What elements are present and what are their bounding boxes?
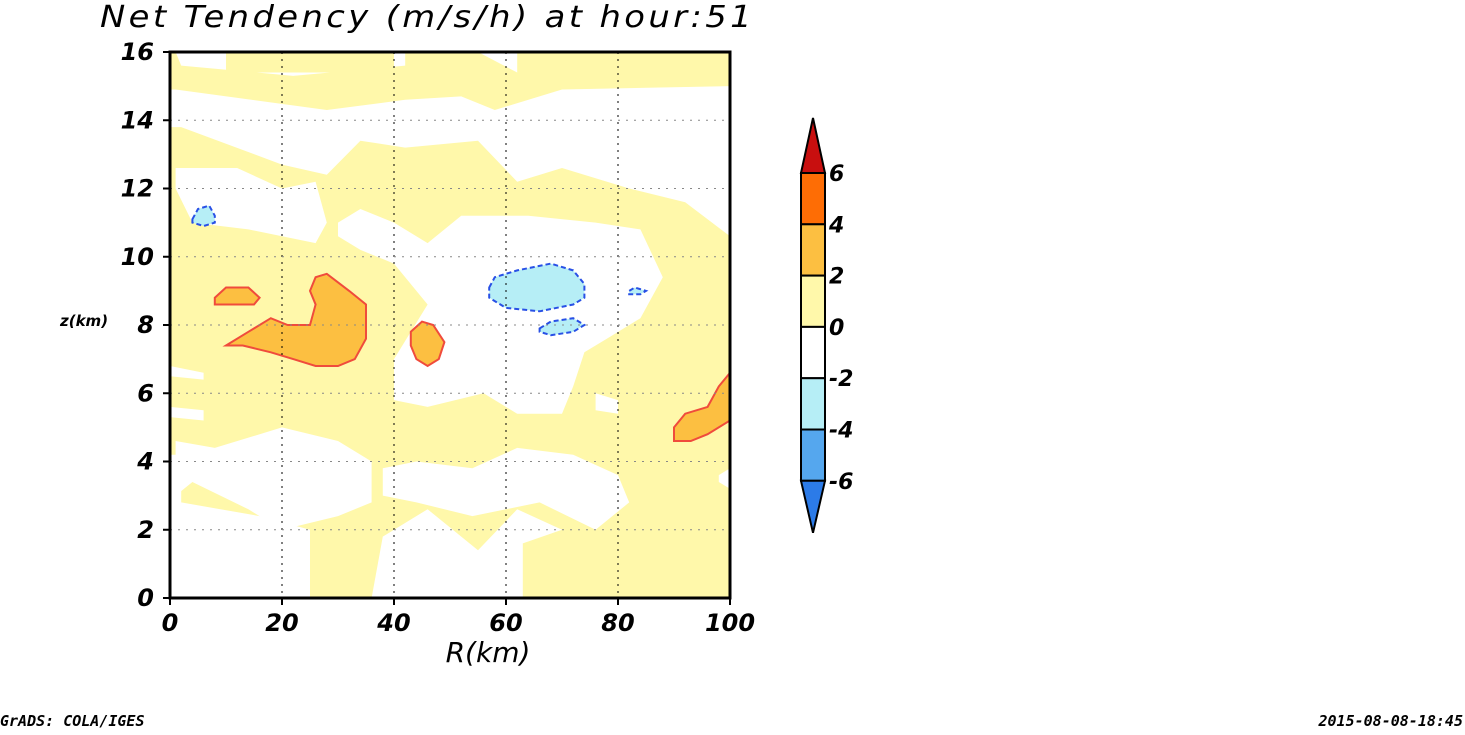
x-tick-label: 80: [601, 609, 634, 637]
y-axis-label: z(km): [59, 312, 108, 330]
contour-positive-13: [213, 286, 261, 306]
field-region-4: [175, 168, 327, 244]
field-region-3: [562, 529, 652, 598]
colorbar-segment: [800, 172, 826, 226]
y-tick-label: 14: [121, 106, 154, 134]
colorbar-label: 0: [829, 316, 844, 341]
colorbar-bottom-arrow: [799, 479, 827, 534]
field-region-15: [674, 372, 730, 441]
y-tick-label: 8: [137, 311, 154, 339]
x-tick-label: 100: [705, 609, 755, 637]
grid-lines: [170, 52, 730, 598]
colorbar-segment: [800, 223, 826, 277]
x-axis-label: R(km): [446, 636, 531, 669]
x-tick-label: 60: [489, 609, 522, 637]
field-region-10: [595, 393, 618, 414]
colorbar-segment: [800, 377, 826, 431]
colorbar-segment: [800, 325, 826, 380]
field-region-13: [214, 287, 260, 305]
footer-left: GrADS: COLA/IGES: [0, 712, 145, 730]
contour-lines: [191, 204, 730, 442]
field-region-6: [175, 427, 372, 530]
contour-positive-14: [409, 320, 446, 368]
colorbar-label: -4: [829, 419, 853, 444]
colorbar: 6 4 2 0 -2 -4 -6: [799, 117, 853, 534]
colorbar-label: -6: [829, 470, 853, 495]
field-region-0: [226, 52, 394, 73]
contour-negative-19: [628, 286, 649, 296]
colorbar-label: 4: [828, 213, 844, 238]
field-region-1: [170, 52, 730, 110]
x-tick-label: 0: [162, 609, 179, 637]
y-tick-label: 12: [121, 175, 154, 203]
field-region-11: [718, 468, 730, 489]
x-tick-label: 40: [376, 609, 410, 637]
footer-right: 2015-08-08-18:45: [1318, 712, 1464, 730]
field-region-14: [410, 321, 445, 366]
colorbar-segment: [800, 428, 826, 482]
field-region-12: [226, 273, 366, 366]
y-tick-label: 6: [137, 379, 154, 407]
colorbar-label: 6: [829, 162, 844, 187]
colorbar-segment: [800, 274, 826, 328]
contour-positive-15: [673, 371, 730, 442]
field-region-8: [170, 366, 204, 380]
colorbar-top-arrow: [799, 117, 827, 174]
shaded-field: [170, 52, 730, 598]
contour-negative-16: [488, 262, 586, 313]
field-region-16: [489, 263, 585, 312]
contour-positive-12: [222, 272, 367, 367]
y-tick-label: 16: [121, 38, 154, 66]
colorbar-label: -2: [829, 367, 853, 392]
axis-ticks: 0 20 40 60 80 100 0 2 4 6 8 10 12 14 16: [121, 38, 755, 637]
y-tick-label: 10: [121, 243, 154, 271]
y-tick-label: 0: [137, 584, 154, 612]
field-region-7: [382, 447, 630, 530]
colorbar-label: 2: [829, 265, 844, 290]
y-tick-label: 2: [137, 516, 154, 544]
x-tick-label: 20: [265, 609, 298, 637]
field-region-5: [338, 209, 663, 414]
y-tick-label: 4: [136, 448, 154, 476]
chart-title: Net Tendency (m/s/h) at hour:51: [100, 0, 755, 35]
contour-negative-17: [538, 317, 587, 337]
field-region-9: [170, 406, 204, 421]
